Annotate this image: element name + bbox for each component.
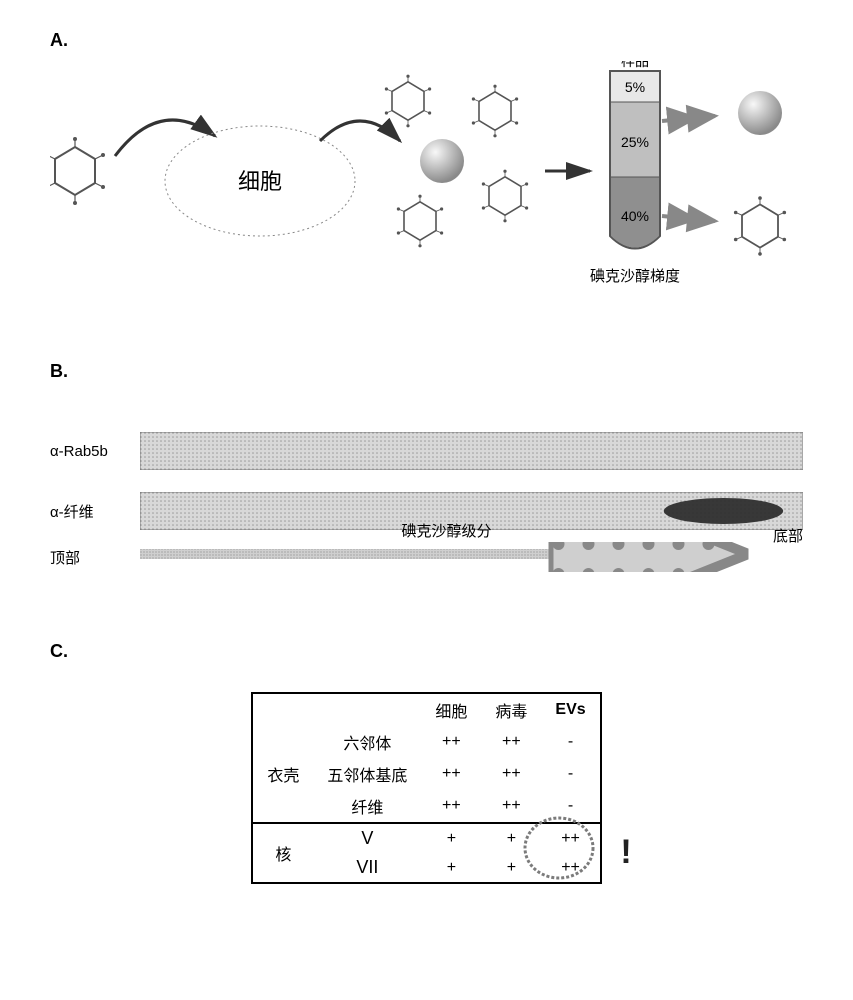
- panel-a-label: A.: [50, 30, 803, 51]
- axis-label-left: 顶部: [50, 547, 140, 568]
- cell-val: -: [541, 790, 600, 823]
- cell-val: -: [541, 726, 600, 758]
- vesicle-sphere: [420, 139, 464, 183]
- exclaim-icon: !: [620, 833, 631, 872]
- cell-val: +: [421, 823, 481, 853]
- cell-val: ++: [481, 726, 541, 758]
- band-label-5: 5%: [625, 79, 645, 95]
- cell-val: ++: [421, 790, 481, 823]
- cell-val: ++: [541, 853, 600, 883]
- hexagon-icon: [734, 196, 786, 255]
- panel-a-svg: 细胞 样品: [50, 61, 810, 321]
- gradient-tube: 样品 5% 25% 40% 碘克沙醇梯度: [590, 61, 680, 285]
- arrow-icon: [115, 120, 215, 156]
- axis-label-center: 碘克沙醇级分: [140, 520, 753, 541]
- row-name: 五邻体基底: [313, 758, 421, 790]
- arrow-icon: [320, 121, 400, 141]
- panel-a: 细胞 样品: [50, 61, 803, 321]
- tube-top-caption: 样品: [621, 61, 649, 69]
- double-arrow-icon: [662, 216, 715, 221]
- cell-label: 细胞: [238, 169, 282, 194]
- hexagon-icon: [50, 137, 105, 205]
- blot-strip: [140, 432, 803, 470]
- blot-label-rab5b: α-Rab5b: [50, 443, 140, 460]
- table-header-row: 细胞 病毒 EVs: [252, 693, 600, 726]
- hexagon-icon: [482, 170, 528, 223]
- cell-val: +: [481, 823, 541, 853]
- band-label-40: 40%: [621, 208, 649, 224]
- row-name: 六邻体: [313, 726, 421, 758]
- group-label-core: 核: [252, 823, 313, 883]
- axis-label-right: 底部: [753, 525, 803, 546]
- cell-val: +: [481, 853, 541, 883]
- cell-val: -: [541, 758, 600, 790]
- cell-val: +: [421, 853, 481, 883]
- blot-label-fiber: α-纤维: [50, 501, 140, 522]
- vesicle-sphere: [738, 91, 782, 135]
- table-row: 衣壳 六邻体 ++ ++ -: [252, 726, 600, 758]
- table-row: 核 V + + ++: [252, 823, 600, 853]
- panel-b-label: B.: [50, 361, 803, 382]
- col-header: 病毒: [481, 693, 541, 726]
- double-arrow-icon: [662, 116, 715, 121]
- panel-c: 细胞 病毒 EVs 衣壳 六邻体 ++ ++ - 五邻体基底 ++ ++ - 纤…: [50, 692, 803, 884]
- gradient-caption: 碘克沙醇梯度: [590, 268, 680, 285]
- cell-val: ++: [541, 823, 600, 853]
- row-name: V: [313, 823, 421, 853]
- cell-val: ++: [481, 790, 541, 823]
- hexagon-icon: [472, 85, 518, 138]
- col-header-evs: EVs: [541, 693, 600, 726]
- blot-row-rab5b: α-Rab5b: [50, 432, 803, 470]
- band-label-25: 25%: [621, 134, 649, 150]
- panel-c-label: C.: [50, 641, 803, 662]
- axis-arrow: [140, 542, 753, 572]
- group-label-capsid: 衣壳: [252, 726, 313, 823]
- cell-val: ++: [421, 726, 481, 758]
- hexagon-icon: [385, 75, 431, 128]
- row-name: VII: [313, 853, 421, 883]
- protein-table: 细胞 病毒 EVs 衣壳 六邻体 ++ ++ - 五邻体基底 ++ ++ - 纤…: [251, 692, 601, 884]
- cell-val: ++: [421, 758, 481, 790]
- cell-val: ++: [481, 758, 541, 790]
- row-name: 纤维: [313, 790, 421, 823]
- panel-b: B. α-Rab5b α-纤维 顶部: [50, 361, 803, 641]
- hexagon-icon: [397, 195, 443, 248]
- col-header: 细胞: [421, 693, 481, 726]
